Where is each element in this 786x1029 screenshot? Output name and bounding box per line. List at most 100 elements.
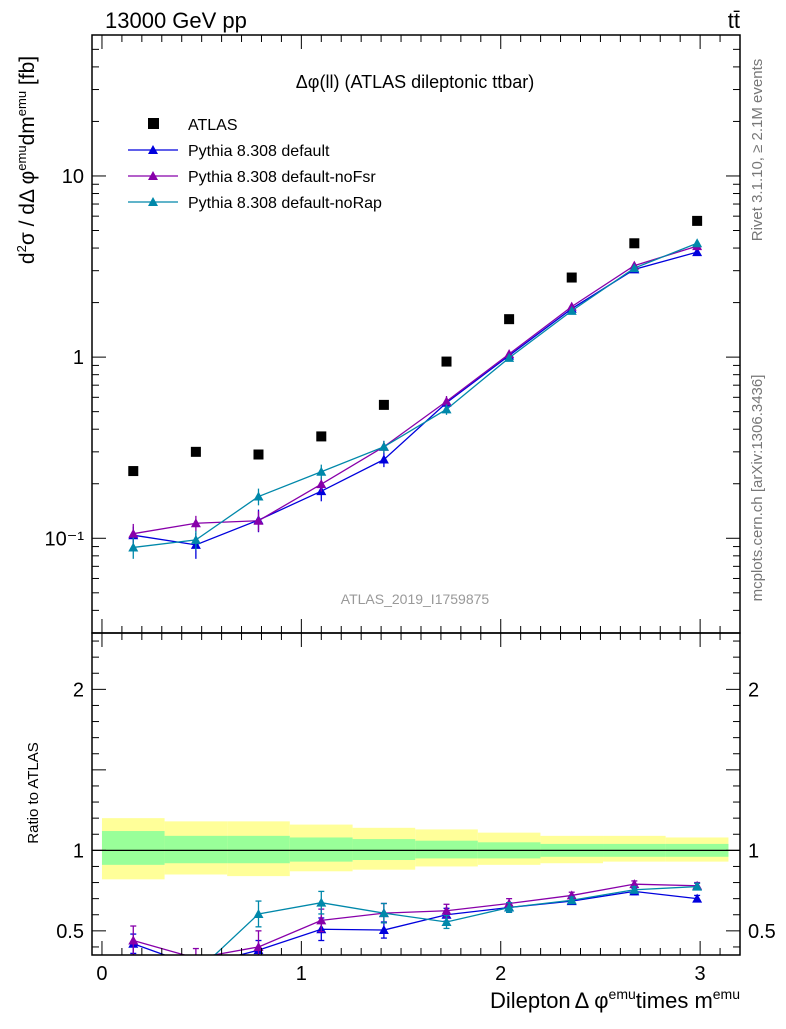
- ratio-y-tick-label-right: 2: [748, 679, 759, 701]
- mc-data-point: [316, 479, 327, 489]
- legend-label: ATLAS: [188, 117, 238, 134]
- ratio-plot-area: [92, 818, 740, 977]
- legend-marker: [148, 171, 158, 180]
- mcplots-label: mcplots.cern.ch [arXiv:1306.3436]: [749, 375, 766, 602]
- main-y-axis-label: d2σ / dΔ φemudmemu [fb]: [14, 56, 39, 264]
- ratio-data-point: [629, 879, 640, 889]
- ratio-y-tick-label-right: 0.5: [748, 921, 776, 943]
- legend-marker: [148, 197, 158, 206]
- ratio-data-point: [441, 916, 452, 926]
- atlas-data-point: [190, 446, 201, 457]
- legend: ATLAS Pythia 8.308 default Pythia 8.308 de…: [128, 117, 382, 212]
- legend-marker: [148, 118, 159, 129]
- main-y-tick-label: 10⁻¹: [45, 528, 85, 550]
- x-axis-label: Dilepton Δ φemutimes memu: [490, 986, 740, 1013]
- ratio-data-point: [316, 897, 327, 907]
- mc-series-line: [133, 245, 698, 535]
- legend-label: Pythia 8.308 default: [188, 143, 330, 160]
- mc-data-point: [128, 542, 139, 552]
- ratio-data-point: [504, 902, 515, 912]
- ratio-series-line: [213, 885, 698, 955]
- ratio-data-point: [378, 925, 389, 935]
- legend-label: Pythia 8.308 default-noFsr: [188, 169, 376, 186]
- ratio-uncertainty-band-inner: [164, 835, 228, 864]
- mc-data-point: [692, 247, 703, 257]
- mc-data-point: [253, 491, 264, 501]
- ratio-x-tick-label: 3: [695, 963, 706, 985]
- svg-text:d2σ / dΔ φemudmemu [fb]: d2σ / dΔ φemudmemu [fb]: [14, 56, 39, 264]
- ratio-y-tick-label-right: 1: [748, 840, 759, 862]
- atlas-data-point: [378, 399, 389, 410]
- legend-entry: ATLAS: [148, 117, 238, 134]
- mc-data-point: [378, 454, 389, 464]
- header-process-label: tt̄: [728, 8, 740, 33]
- ratio-data-point: [692, 881, 703, 891]
- ratio-data-point: [191, 968, 201, 977]
- ratio-y-axis-label: Ratio to ATLAS: [25, 742, 42, 843]
- ratio-uncertainty-band-inner: [352, 839, 416, 861]
- main-title: Δφ(ll) (ATLAS dileptonic ttbar): [296, 72, 534, 92]
- legend-label: Pythia 8.308 default-noRap: [188, 195, 382, 212]
- main-axis-ticks: 10⁻¹ 1 10: [45, 34, 740, 634]
- ratio-y-tick-label-left: 1: [73, 840, 84, 862]
- ratio-data-point: [191, 961, 201, 970]
- ratio-data-point: [692, 893, 703, 903]
- ratio-panel-frame: [91, 632, 741, 956]
- mc-data-point: [316, 466, 327, 476]
- main-y-tick-label: 1: [73, 347, 84, 369]
- atlas-data-point: [253, 449, 264, 460]
- mc-data-point: [441, 404, 452, 414]
- mc-data-point: [128, 528, 139, 538]
- ratio-data-point: [253, 908, 264, 918]
- rivet-version-label: Rivet 3.1.10, ≥ 2.1M events: [749, 59, 766, 242]
- ratio-series-0: [128, 886, 703, 970]
- mc-data-point: [504, 352, 515, 362]
- ratio-y-tick-label-left: 0.5: [56, 921, 84, 943]
- header-energy-label: 13000 GeV pp: [105, 8, 247, 33]
- main-y-tick-label: 10: [62, 166, 84, 188]
- mc-data-point: [629, 263, 640, 273]
- atlas-data-point: [629, 238, 640, 249]
- atlas-data-point: [692, 215, 703, 226]
- ratio-axis-ticks: 0.5 0.5 1 1 2 2 0 1 2 3: [56, 633, 776, 985]
- atlas-data-point: [128, 466, 139, 477]
- ratio-data-point: [566, 895, 577, 905]
- ratio-x-tick-label: 2: [495, 963, 506, 985]
- ratio-data-point: [629, 884, 640, 894]
- ratio-uncertainty-band-inner: [101, 831, 165, 865]
- mc-data-point: [253, 515, 264, 525]
- atlas-data-point: [441, 356, 452, 367]
- ratio-data-point: [441, 905, 452, 915]
- legend-entry: Pythia 8.308 default-noFsr: [128, 169, 376, 186]
- main-plot-area: [128, 215, 703, 559]
- ratio-data-point: [128, 935, 139, 945]
- ratio-uncertainty-band-inner: [289, 837, 353, 862]
- main-series-0: [128, 215, 703, 477]
- mc-series-line: [133, 251, 698, 546]
- mc-data-point: [441, 396, 452, 406]
- mc-data-point: [190, 534, 201, 544]
- ratio-y-tick-label-left: 2: [73, 679, 84, 701]
- legend-entry: Pythia 8.308 default: [128, 143, 330, 160]
- ratio-series-line: [133, 890, 698, 955]
- legend-marker: [148, 145, 158, 154]
- analysis-watermark: ATLAS_2019_I1759875: [341, 591, 490, 607]
- ratio-series-line: [133, 883, 698, 955]
- ratio-data-point: [316, 915, 327, 925]
- ratio-data-point: [378, 908, 389, 918]
- main-series-1: [128, 247, 703, 559]
- ratio-series-2: [128, 881, 703, 977]
- ratio-x-tick-label: 1: [296, 963, 307, 985]
- ratio-uncertainty-band-inner: [227, 835, 290, 864]
- atlas-data-point: [566, 272, 577, 283]
- ratio-x-tick-label: 0: [96, 963, 107, 985]
- mc-data-point: [190, 518, 201, 528]
- ratio-data-point: [128, 966, 138, 975]
- mc-data-point: [378, 441, 389, 451]
- legend-entry: Pythia 8.308 default-noRap: [128, 195, 382, 212]
- atlas-data-point: [504, 314, 515, 325]
- mc-series-line: [133, 242, 698, 549]
